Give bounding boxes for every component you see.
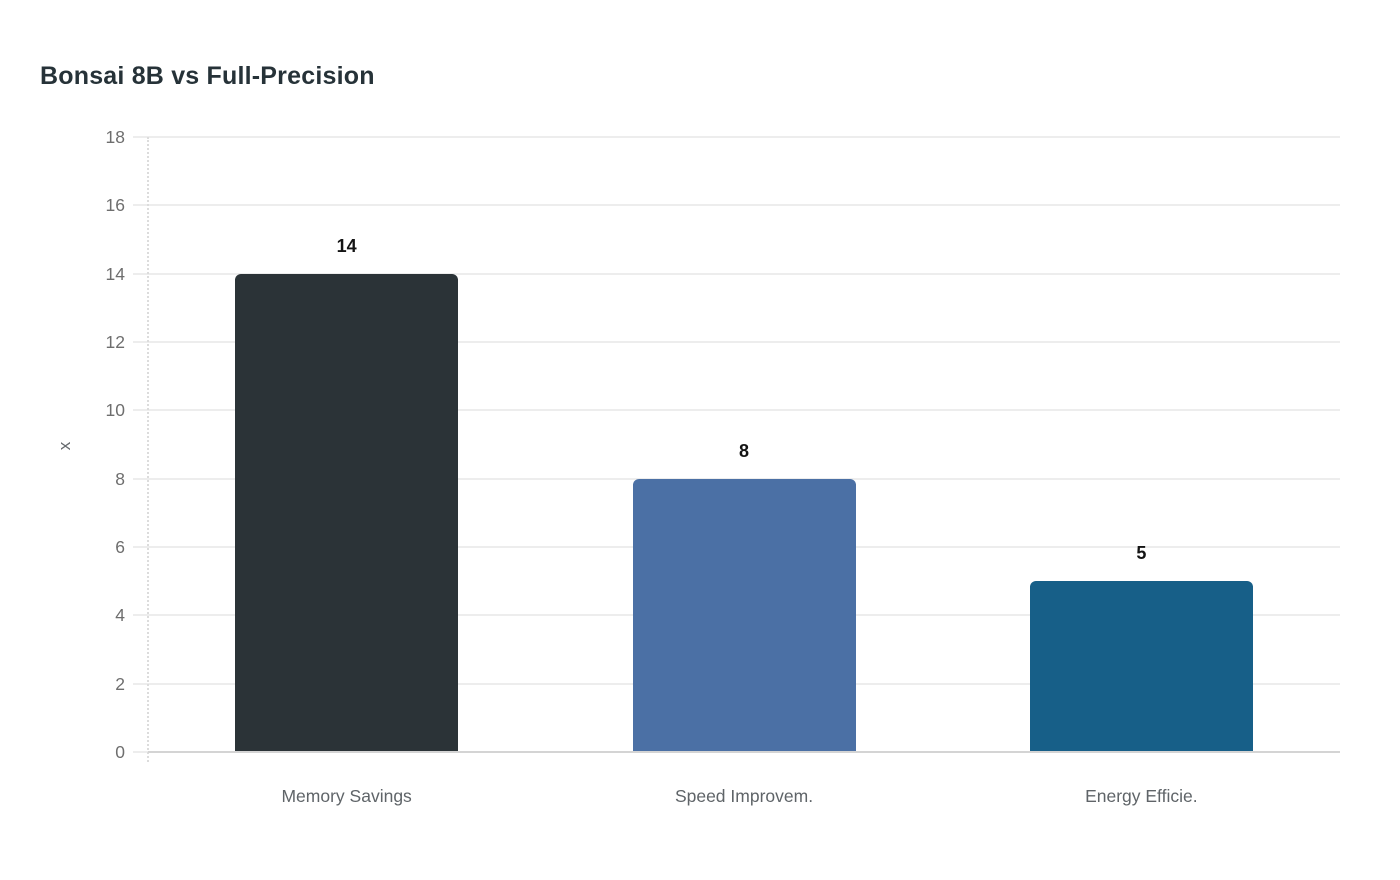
bar-energy-efficie[interactable] [1029, 581, 1253, 752]
x-tick-label: Energy Efficie. [1085, 786, 1198, 806]
x-axis-line [148, 751, 1340, 753]
gridline [133, 409, 1340, 412]
y-tick-label: 6 [115, 537, 125, 557]
y-tick-label: 12 [105, 332, 125, 352]
y-tick-label: 10 [105, 400, 125, 421]
bar-value-label: 14 [336, 235, 357, 256]
bar-speed-improvem[interactable] [632, 478, 856, 752]
bar-value-label: 5 [1136, 543, 1147, 564]
bar-value-label: 8 [738, 440, 749, 461]
y-axis-line [147, 137, 149, 762]
chart-title: Bonsai 8B vs Full-Precision [40, 62, 375, 90]
gridline [133, 136, 1340, 138]
y-tick-label: 8 [115, 468, 125, 489]
x-tick-label: Memory Savings [281, 786, 412, 806]
x-tick-label: Speed Improvem. [674, 786, 814, 806]
y-tick-label: 2 [115, 673, 125, 694]
bar-memory-savings[interactable] [235, 273, 459, 752]
gridline [133, 341, 1340, 343]
y-tick-label: 0 [115, 742, 125, 762]
y-tick-label: 16 [105, 195, 125, 216]
gridline [133, 204, 1340, 207]
y-tick-label: 18 [105, 127, 125, 147]
gridline [133, 272, 1340, 275]
y-tick-label: 14 [105, 263, 125, 284]
y-tick-label: 4 [115, 605, 125, 626]
y-axis-title: x [55, 441, 74, 451]
